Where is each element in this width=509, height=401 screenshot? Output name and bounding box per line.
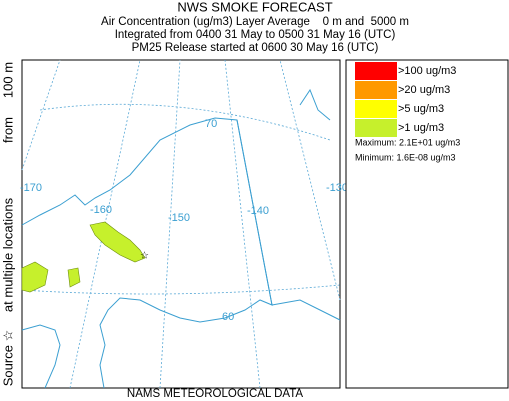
map-frame	[21, 59, 341, 389]
grid-line	[279, 59, 341, 301]
grid-line	[159, 59, 181, 389]
legend-swatch	[355, 100, 397, 118]
coastline	[299, 88, 331, 121]
legend-swatch	[355, 81, 397, 99]
grid-label: -140	[247, 205, 269, 217]
grid-line	[224, 59, 261, 389]
side-label: Source ☆	[0, 330, 15, 386]
border	[236, 119, 341, 321]
grid-label: -160	[90, 204, 112, 216]
subtitle: PM25 Release started at 0600 30 May 16 (…	[132, 42, 379, 54]
legend-label: >1 ug/m3	[398, 122, 444, 134]
grid-label: -130	[326, 182, 348, 194]
smoke-plume	[67, 267, 81, 288]
title: NWS SMOKE FORECAST	[177, 0, 332, 14]
legend: Maximum: 2.1E+01 ug/m3 Minimum: 1.6E-08 …	[345, 59, 509, 389]
legend-swatch	[355, 119, 397, 137]
grid-label: 60	[222, 311, 234, 323]
grid-line	[39, 103, 331, 141]
legend-swatch	[355, 62, 397, 80]
smoke-plume	[21, 261, 49, 293]
smoke-plume	[89, 221, 146, 263]
maximum: Maximum: 2.1E+01 ug/m3	[355, 137, 460, 147]
subtitle: Air Concentration (ug/m3) Layer Average …	[101, 16, 409, 28]
side-label: from	[0, 117, 15, 143]
side-label: 100 m	[0, 62, 15, 98]
side-label: at multiple locations	[0, 197, 15, 312]
map: ☆ -170 -160 -150 -140 -130 70 60	[20, 59, 348, 389]
grid-label: -170	[20, 182, 42, 194]
grid-line	[21, 284, 341, 295]
minimum: Minimum: 1.6E-08 ug/m3	[355, 152, 456, 162]
legend-label: >100 ug/m3	[398, 65, 456, 77]
coastline	[21, 324, 61, 389]
footer: NAMS METEOROLOGICAL DATA	[127, 388, 303, 400]
grid-line	[21, 59, 61, 171]
grid-label: -150	[168, 212, 190, 224]
grid-label: 70	[205, 118, 217, 130]
coastline	[21, 117, 273, 389]
legend-label: >5 ug/m3	[398, 103, 444, 115]
subtitle: Integrated from 0400 31 May to 0500 31 M…	[115, 29, 396, 41]
legend-label: >20 ug/m3	[398, 84, 450, 96]
source-marker: ☆	[140, 251, 149, 262]
